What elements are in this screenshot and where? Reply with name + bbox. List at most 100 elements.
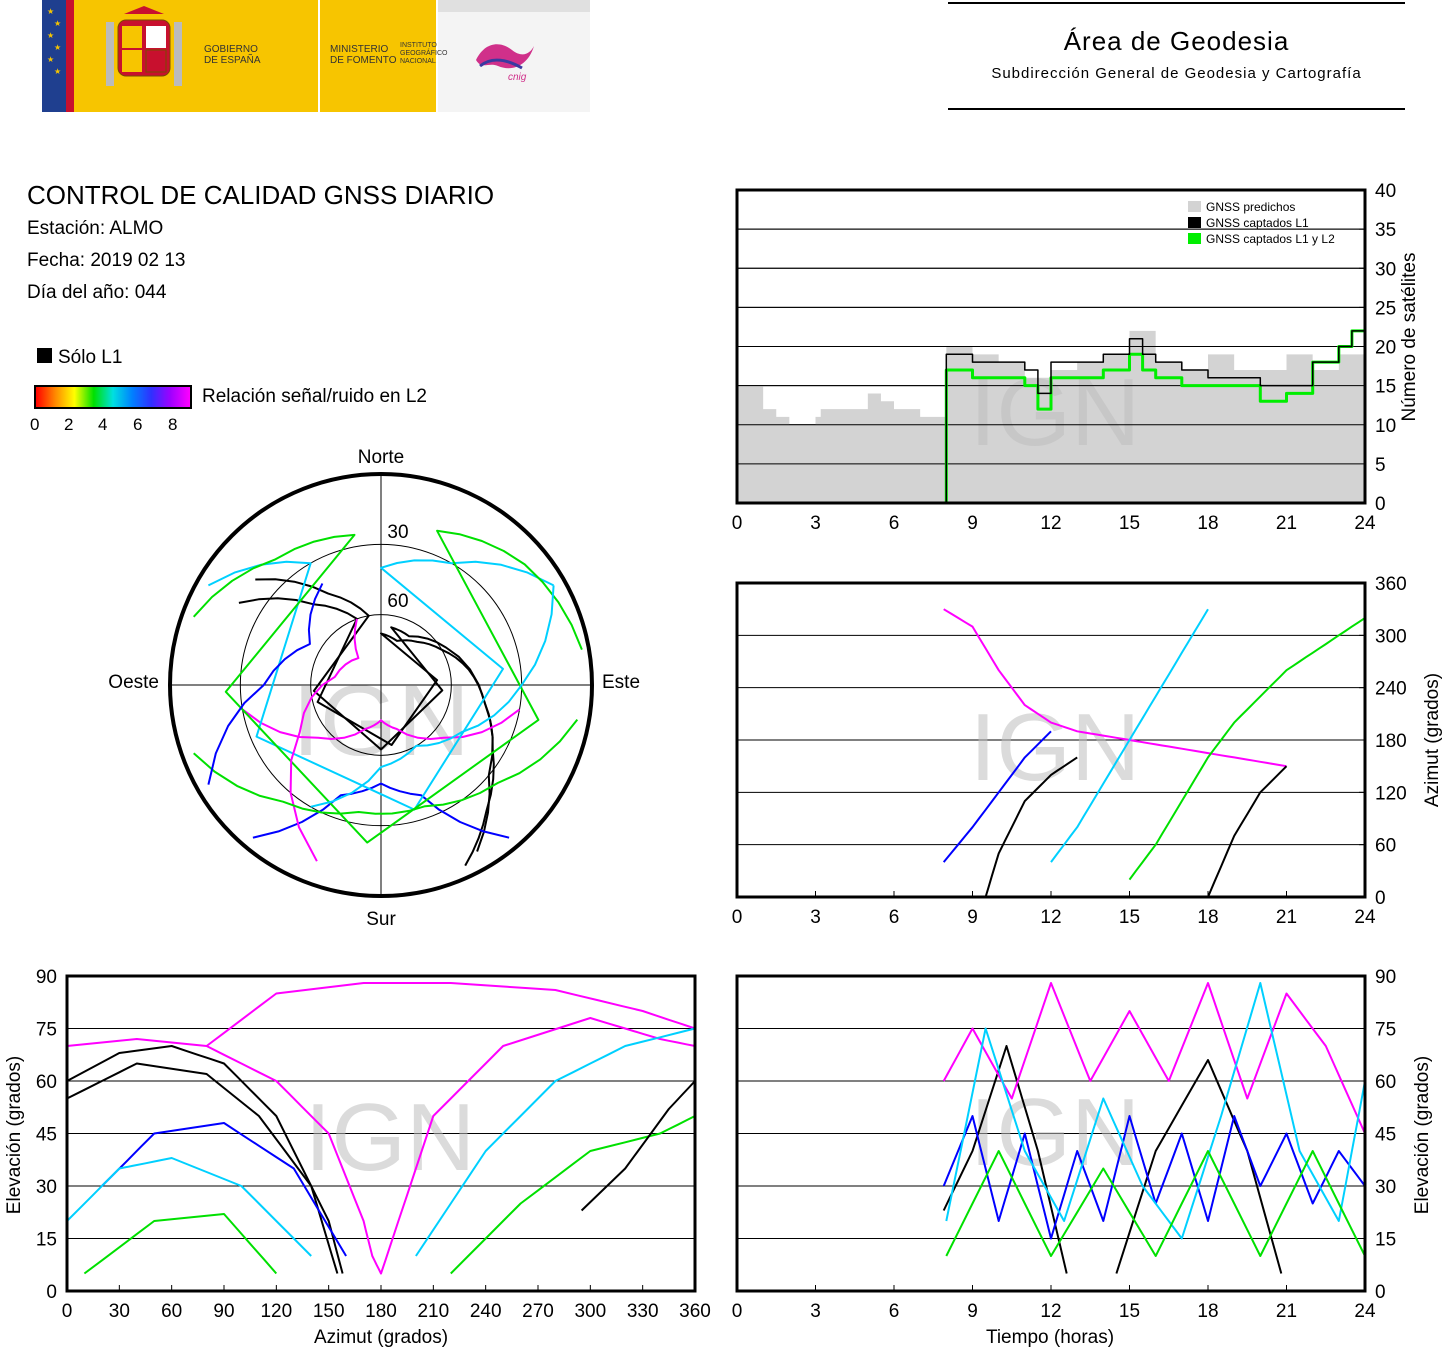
colorbar-tick: 4 <box>98 415 108 434</box>
area-subtitle: Subdirección General de Geodesia y Carto… <box>991 65 1362 82</box>
sky-track <box>255 578 494 852</box>
colorbar-tick: 8 <box>168 415 178 434</box>
skyplot-horizon <box>168 472 594 898</box>
y-tick-label: 120 <box>1375 783 1407 804</box>
y-tick-label: 75 <box>1375 1020 1396 1041</box>
x-tick-label: 6 <box>889 1301 900 1322</box>
y-tick-label: 75 <box>36 1020 57 1041</box>
svg-text:★: ★ <box>54 19 61 28</box>
plot-frame <box>65 974 697 1293</box>
x-tick-label: 18 <box>1197 1301 1218 1322</box>
svg-text:★: ★ <box>54 43 61 52</box>
azimuth-track <box>1050 608 1209 863</box>
ign-logo-bar <box>438 0 590 12</box>
sky-track <box>207 559 555 811</box>
elevation-time-track <box>1115 1059 1283 1274</box>
x-tick-label: 15 <box>1119 907 1140 928</box>
y-tick-label: 300 <box>1375 626 1407 647</box>
l1-legend-label: Sólo L1 <box>58 347 123 368</box>
gobierno-text: GOBIERNO DE ESPAÑA <box>204 44 261 66</box>
y-tick-label: 60 <box>1375 1072 1396 1093</box>
x-tick-label: 360 <box>679 1301 711 1322</box>
y-tick-label: 40 <box>1375 181 1396 202</box>
x-tick-label: 60 <box>161 1301 182 1322</box>
ign-watermark: IGN <box>970 694 1141 801</box>
east-label: Este <box>602 672 640 693</box>
x-tick-label: 24 <box>1354 513 1376 534</box>
azimuth-track <box>1128 617 1366 881</box>
azimuth-track <box>1207 765 1288 898</box>
x-tick-label: 12 <box>1040 513 1061 534</box>
y-axis-label: Elevación (grados) <box>4 1056 25 1214</box>
y-tick-label: 90 <box>1375 967 1396 988</box>
coat-of-arms-icon <box>106 6 182 86</box>
x-tick-label: 240 <box>470 1301 502 1322</box>
sky-track <box>252 782 510 839</box>
gobierno-logo: GOBIERNO DE ESPAÑA <box>74 0 318 112</box>
svg-text:★: ★ <box>54 67 61 76</box>
west-label: Oeste <box>108 672 159 693</box>
y-tick-label: 45 <box>36 1125 57 1146</box>
y-tick-label: 25 <box>1375 298 1396 319</box>
y-tick-label: 0 <box>1375 1282 1386 1303</box>
x-tick-label: 6 <box>889 907 900 928</box>
y-tick-label: 15 <box>36 1230 57 1251</box>
x-tick-label: 15 <box>1119 1301 1140 1322</box>
elevation-track <box>450 1115 696 1275</box>
legend-label: GNSS captados L1 <box>1206 216 1309 230</box>
x-tick-label: 3 <box>810 907 821 928</box>
spain-flag-stripe <box>66 0 74 112</box>
x-tick-label: 300 <box>574 1301 606 1322</box>
x-tick-label: 9 <box>967 907 978 928</box>
x-tick-label: 210 <box>417 1301 449 1322</box>
doy-label: Día del año: 044 <box>27 282 167 303</box>
x-tick-label: 9 <box>967 513 978 534</box>
y-tick-label: 10 <box>1375 416 1396 437</box>
legend-label: GNSS predichos <box>1206 200 1295 214</box>
x-tick-label: 21 <box>1276 1301 1297 1322</box>
x-tick-label: 3 <box>810 1301 821 1322</box>
y-tick-label: 30 <box>1375 259 1396 280</box>
x-tick-label: 24 <box>1354 907 1376 928</box>
area-top-rule <box>948 2 1405 4</box>
x-tick-label: 24 <box>1354 1301 1376 1322</box>
elevation-track <box>66 1062 339 1274</box>
elevation-track <box>66 1045 344 1274</box>
sky-track <box>192 529 583 844</box>
l1-count-line <box>941 330 1366 504</box>
plot-frame <box>735 188 1367 505</box>
x-tick-label: 30 <box>109 1301 130 1322</box>
plot-frame <box>735 974 1367 1293</box>
x-axis-label: Azimut (grados) <box>314 1327 448 1348</box>
ring60-label: 60 <box>387 591 408 612</box>
x-tick-label: 0 <box>732 513 743 534</box>
y-tick-label: 5 <box>1375 455 1386 476</box>
elevation-track <box>415 1027 696 1257</box>
x-tick-label: 270 <box>522 1301 554 1322</box>
colorbar-tick: 6 <box>133 415 143 434</box>
y-tick-label: 45 <box>1375 1125 1396 1146</box>
x-tick-label: 0 <box>732 1301 743 1322</box>
area-header: Área de Geodesia Subdirección General de… <box>948 2 1405 114</box>
ministerio-text: MINISTERIO DE FOMENTO <box>330 44 397 66</box>
x-tick-label: 330 <box>627 1301 659 1322</box>
sky-track <box>241 708 521 740</box>
y-tick-label: 15 <box>1375 377 1396 398</box>
elevation-track <box>83 1213 278 1275</box>
y-tick-label: 60 <box>1375 836 1396 857</box>
sky-track <box>289 618 360 862</box>
svg-text:★: ★ <box>47 7 54 16</box>
x-tick-label: 21 <box>1276 907 1297 928</box>
y-tick-label: 15 <box>1375 1230 1396 1251</box>
x-tick-label: 3 <box>810 513 821 534</box>
station-label: Estación: ALMO <box>27 218 164 239</box>
svg-text:★: ★ <box>47 31 54 40</box>
elevation-track <box>101 1122 347 1257</box>
area-title: Área de Geodesia <box>1063 26 1290 56</box>
x-tick-label: 150 <box>313 1301 345 1322</box>
area-bottom-rule <box>948 108 1405 110</box>
elevation-track <box>205 982 696 1047</box>
l1-legend-swatch <box>37 348 52 363</box>
ring30-label: 30 <box>387 522 408 543</box>
